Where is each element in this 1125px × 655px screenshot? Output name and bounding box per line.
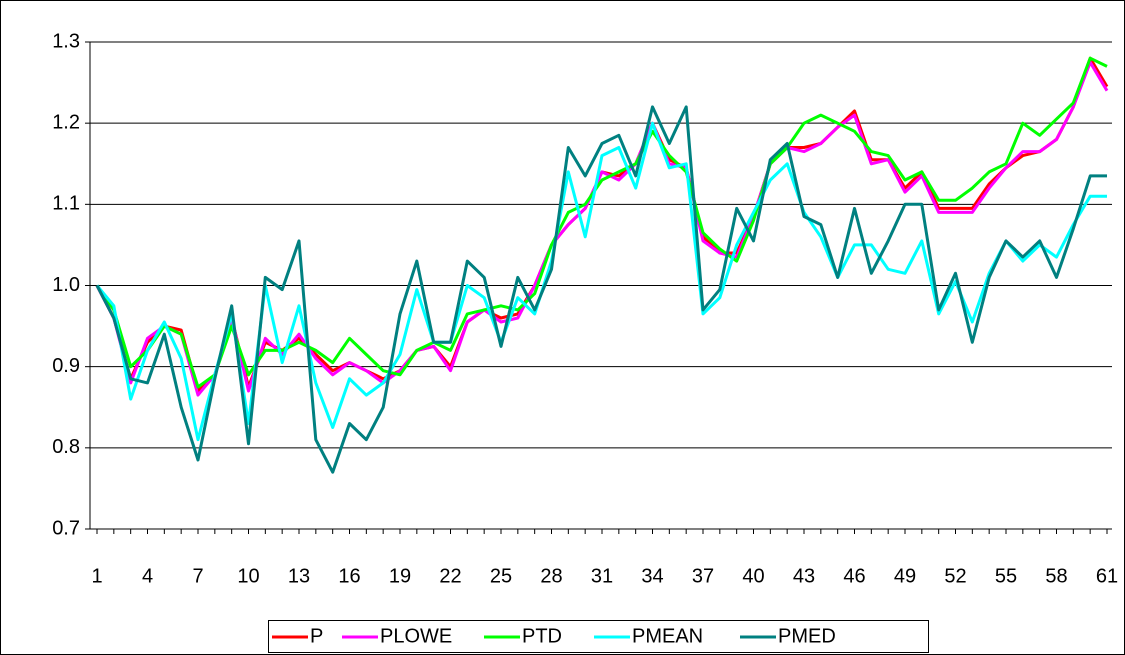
series-line (95, 105, 1107, 474)
x-tick-label: 37 (692, 565, 714, 587)
x-tick-label: 1 (91, 565, 102, 587)
x-tick-label: 22 (439, 565, 461, 587)
x-tick-label: 52 (944, 565, 966, 587)
series-line (95, 56, 1108, 389)
x-tick-label: 25 (490, 565, 512, 587)
y-tick-label: 1.0 (52, 274, 80, 296)
x-tick-label: 10 (237, 565, 259, 587)
y-tick-label: 0.8 (52, 436, 80, 458)
series-line (95, 60, 1109, 397)
legend-label: PLOWE (380, 625, 452, 647)
y-tick-label: 1.3 (52, 30, 80, 52)
x-tick-label: 46 (843, 565, 865, 587)
x-tick-label: 19 (389, 565, 411, 587)
x-tick-label: 7 (192, 565, 203, 587)
x-tick-label: 28 (540, 565, 562, 587)
legend-label: P (310, 625, 323, 647)
x-tick-label: 49 (894, 565, 916, 587)
legend-label: PMEAN (632, 625, 703, 647)
legend-label: PTD (522, 625, 562, 647)
y-tick-label: 1.1 (52, 193, 80, 215)
y-tick-label: 1.2 (52, 111, 80, 133)
x-tick-label: 4 (142, 565, 153, 587)
legend-label: PMED (778, 625, 836, 647)
y-tick-label: 0.9 (52, 355, 80, 377)
x-tick-label: 31 (591, 565, 613, 587)
x-tick-label: 55 (995, 565, 1017, 587)
x-tick-label: 43 (793, 565, 815, 587)
x-tick-label: 58 (1045, 565, 1067, 587)
x-tick-label: 40 (742, 565, 764, 587)
y-tick-label: 0.7 (52, 517, 80, 539)
x-tick-label: 13 (288, 565, 310, 587)
x-tick-label: 16 (338, 565, 360, 587)
x-tick-label: 34 (641, 565, 663, 587)
x-tick-label: 61 (1096, 565, 1118, 587)
